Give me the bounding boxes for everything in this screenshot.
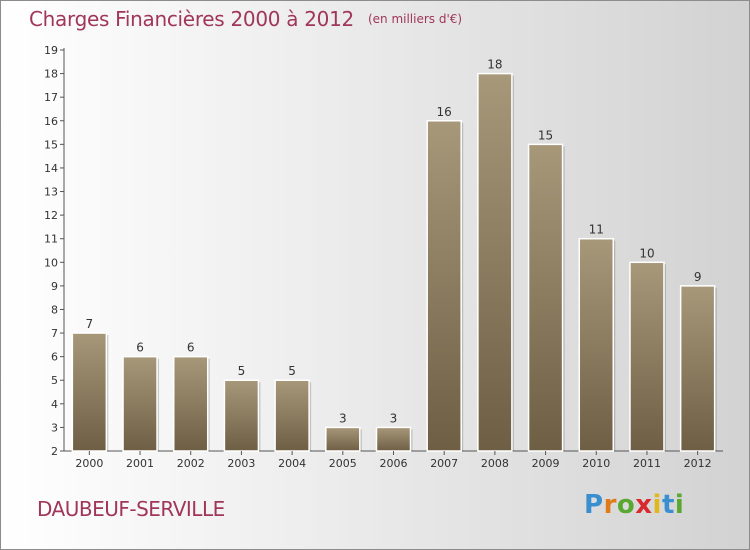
y-tick-label: 19 (44, 44, 58, 57)
bar (578, 237, 615, 452)
bar (223, 379, 260, 452)
x-tick-label: 2012 (684, 457, 712, 470)
data-label: 3 (339, 411, 347, 425)
data-label: 7 (86, 317, 94, 331)
data-label: 18 (487, 58, 502, 72)
title-block: Charges Financières 2000 à 2012 (en milli… (29, 7, 462, 31)
x-tick-label: 2004 (278, 457, 306, 470)
chart-subtitle: (en milliers d'€) (367, 12, 463, 26)
y-tick-label: 15 (44, 138, 58, 151)
x-tick-label: 2011 (633, 457, 661, 470)
data-label: 11 (589, 223, 604, 237)
y-tick-label: 4 (51, 398, 58, 411)
y-tick-label: 17 (44, 91, 58, 104)
ticks-group: 2 3 4 5 6 7 8 9 10 11 12 13 14 15 16 17 18 19 2000 2001 2002… (44, 44, 712, 470)
bars-group (71, 72, 717, 452)
x-tick-label: 2007 (430, 457, 458, 470)
bar (426, 120, 462, 452)
data-label: 5 (238, 364, 246, 378)
y-tick-label: 3 (51, 421, 58, 434)
y-tick-label: 12 (44, 209, 58, 222)
y-tick-label: 16 (44, 115, 58, 128)
bar (629, 261, 665, 452)
x-tick-label: 2000 (75, 457, 103, 470)
x-tick-label: 2008 (481, 457, 509, 470)
x-tick-label: 2009 (532, 457, 560, 470)
commune-name: DAUBEUF-SERVILLE (37, 497, 225, 521)
logo-letter: x (635, 490, 653, 520)
bar (71, 332, 108, 452)
logo-letter: o (616, 490, 636, 520)
data-label: 5 (288, 364, 296, 378)
x-tick-label: 2002 (177, 457, 205, 470)
bar (325, 426, 361, 452)
proxiti-logo: Proxiti (584, 490, 684, 520)
y-tick-label: 10 (44, 256, 58, 269)
bar (172, 355, 209, 452)
data-label: 6 (136, 341, 144, 355)
bar (274, 379, 310, 452)
x-tick-label: 2010 (582, 457, 610, 470)
bar (527, 143, 564, 452)
x-tick-label: 2003 (227, 457, 255, 470)
logo-letter: i (652, 490, 662, 520)
data-label: 9 (694, 270, 702, 284)
x-tick-label: 2006 (380, 457, 408, 470)
y-tick-label: 8 (51, 303, 58, 316)
bar (477, 72, 513, 452)
y-tick-label: 6 (51, 351, 58, 364)
y-tick-label: 14 (44, 162, 58, 175)
y-tick-label: 11 (44, 233, 58, 246)
y-tick-label: 7 (51, 327, 58, 340)
x-tick-label: 2005 (329, 457, 357, 470)
logo-letter: t (661, 490, 675, 520)
data-labels-group: 7 6 6 5 5 3 3 16 18 15 11 10 9 (86, 58, 702, 426)
x-tick-label: 2001 (126, 457, 154, 470)
data-label: 6 (187, 341, 195, 355)
data-label: 3 (390, 411, 398, 425)
logo-letter: i (674, 490, 685, 520)
y-tick-label: 9 (51, 280, 58, 293)
data-label: 15 (538, 128, 553, 142)
y-tick-label: 2 (51, 445, 58, 458)
data-label: 10 (639, 246, 654, 260)
y-tick-label: 18 (44, 68, 58, 81)
bar (679, 285, 716, 452)
bar (122, 355, 158, 452)
axes (63, 48, 723, 452)
y-tick-label: 13 (44, 186, 58, 199)
bar (375, 426, 412, 452)
logo-letter: r (603, 490, 617, 520)
logo-letter: P (584, 490, 604, 520)
chart-title: Charges Financières 2000 à 2012 (29, 7, 354, 31)
data-label: 16 (437, 105, 452, 119)
y-tick-label: 5 (51, 374, 58, 387)
